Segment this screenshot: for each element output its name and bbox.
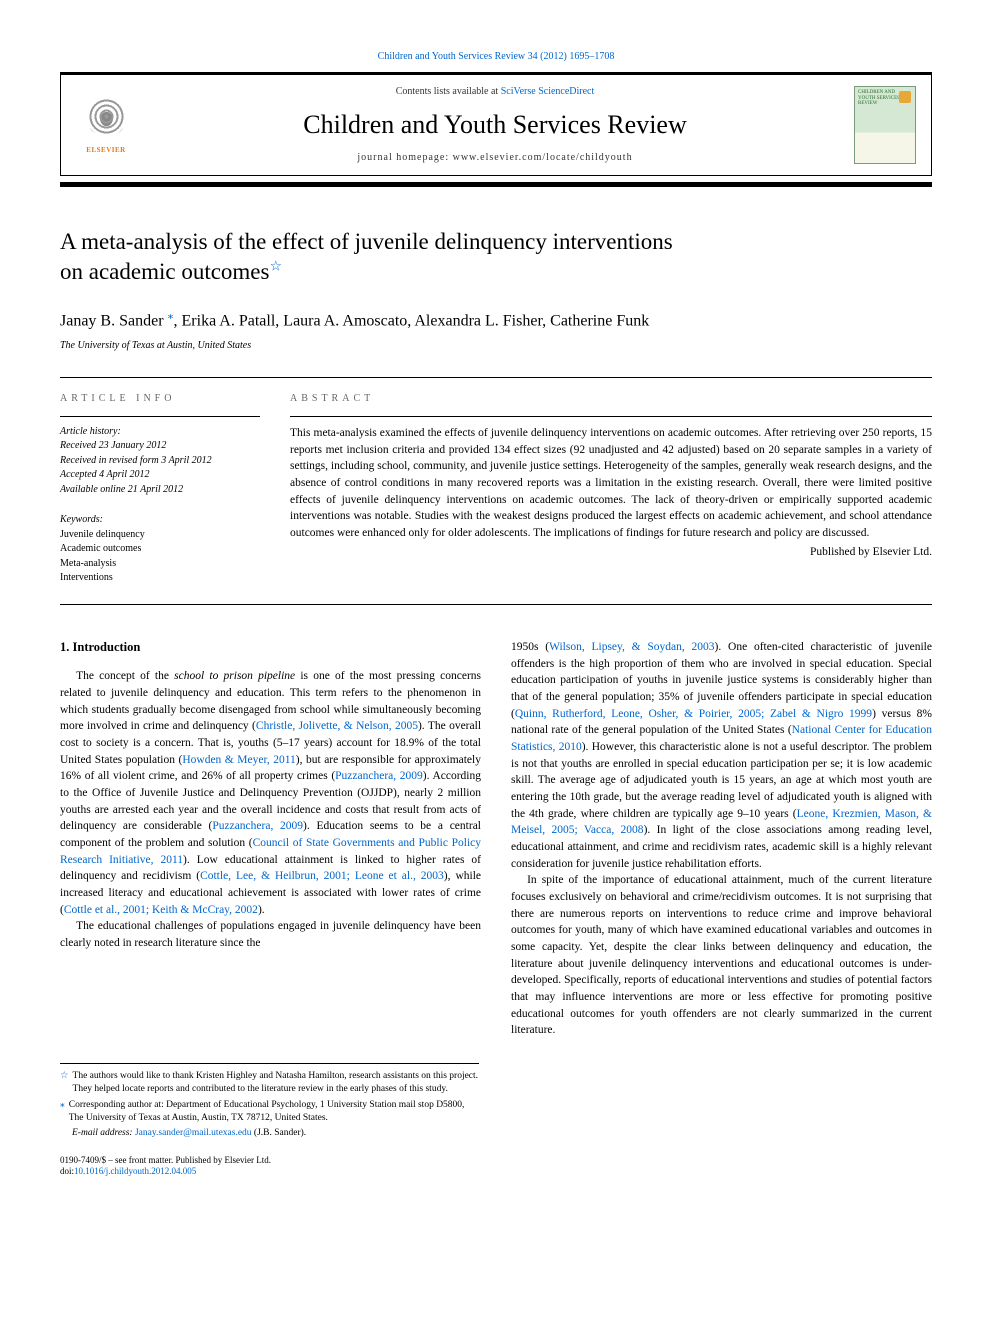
keywords-header: Keywords: <box>60 513 260 528</box>
footnotes: ☆ The authors would like to thank Kriste… <box>60 1063 479 1178</box>
footnote-email: E-mail address: Janay.sander@mail.utexas… <box>60 1127 479 1140</box>
divider <box>60 604 932 605</box>
article-history: Article history: Received 23 January 201… <box>60 425 260 498</box>
history-accepted: Accepted 4 April 2012 <box>60 468 260 483</box>
keyword: Interventions <box>60 571 260 586</box>
keyword: Academic outcomes <box>60 542 260 557</box>
elsevier-label: ELSEVIER <box>86 146 125 156</box>
divider <box>290 416 932 417</box>
footnote-text: The authors would like to thank Kristen … <box>73 1070 479 1097</box>
body-columns: 1. Introduction The concept of the schoo… <box>60 639 932 1039</box>
history-header: Article history: <box>60 425 260 440</box>
citation-link[interactable]: Wilson, Lipsey, & Soydan, 2003 <box>549 641 714 653</box>
info-abstract-row: article info Article history: Received 2… <box>60 378 932 586</box>
article-title: A meta-analysis of the effect of juvenil… <box>60 227 932 287</box>
citation-link[interactable]: Cottle, Lee, & Heilbrun, 2001; Leone et … <box>200 870 444 882</box>
keyword: Juvenile delinquency <box>60 528 260 543</box>
text: The concept of the <box>76 670 174 682</box>
body-paragraph: The educational challenges of population… <box>60 918 481 951</box>
email-label: E-mail address: <box>72 1128 135 1138</box>
text: 1950s ( <box>511 641 549 653</box>
citation-link[interactable]: Puzzanchera, 2009 <box>335 770 423 782</box>
footnote: ⁎ Corresponding author at: Department of… <box>60 1099 479 1126</box>
citation-link[interactable]: Christle, Jolivette, & Nelson, 2005 <box>256 720 418 732</box>
body-paragraph: The concept of the school to prison pipe… <box>60 668 481 918</box>
text: ). <box>258 904 265 916</box>
journal-title: Children and Youth Services Review <box>151 107 839 143</box>
citation-link[interactable]: Howden & Meyer, 2011 <box>182 754 295 766</box>
title-footnote-star[interactable]: ☆ <box>269 260 282 275</box>
homepage-prefix: journal homepage: <box>357 152 452 163</box>
doi-link[interactable]: 10.1016/j.childyouth.2012.04.005 <box>74 1166 196 1176</box>
author-primary: Janay B. Sander <box>60 313 168 330</box>
doi-line: doi:10.1016/j.childyouth.2012.04.005 <box>60 1166 479 1178</box>
body-column-right: 1950s (Wilson, Lipsey, & Soydan, 2003). … <box>511 639 932 1039</box>
cover-text: CHILDREN AND YOUTH SERVICES REVIEW <box>858 90 900 106</box>
footnote-mark-corresponding: ⁎ <box>60 1099 65 1126</box>
footnote-mark-star: ☆ <box>60 1070 69 1097</box>
body-paragraph: 1950s (Wilson, Lipsey, & Soydan, 2003). … <box>511 639 932 872</box>
citation-link[interactable]: Cottle et al., 2001; Keith & McCray, 200… <box>64 904 258 916</box>
header-center: Contents lists available at SciVerse Sci… <box>151 85 839 165</box>
body-column-left: 1. Introduction The concept of the schoo… <box>60 639 481 1039</box>
title-line-1: A meta-analysis of the effect of juvenil… <box>60 229 673 254</box>
article-info-column: article info Article history: Received 2… <box>60 378 260 586</box>
sciencedirect-link[interactable]: SciVerse ScienceDirect <box>501 86 595 97</box>
italic-term: school to prison pipeline <box>174 670 295 682</box>
section-heading-introduction: 1. Introduction <box>60 639 481 657</box>
email-tail: (J.B. Sander). <box>252 1128 307 1138</box>
title-line-2: on academic outcomes <box>60 259 269 284</box>
elsevier-logo: ELSEVIER <box>76 90 136 160</box>
authors-rest: , Erika A. Patall, Laura A. Amoscato, Al… <box>174 313 650 330</box>
body-paragraph: In spite of the importance of educationa… <box>511 872 932 1039</box>
keywords: Keywords: Juvenile delinquency Academic … <box>60 513 260 586</box>
article-info-label: article info <box>60 392 260 406</box>
abstract-text: This meta-analysis examined the effects … <box>290 425 932 542</box>
divider <box>60 416 260 417</box>
doi-label: doi: <box>60 1166 74 1176</box>
abstract-label: abstract <box>290 392 932 406</box>
contents-prefix: Contents lists available at <box>396 86 501 97</box>
homepage-url[interactable]: www.elsevier.com/locate/childyouth <box>453 152 633 163</box>
email-link[interactable]: Janay.sander@mail.utexas.edu <box>135 1128 252 1138</box>
contents-line: Contents lists available at SciVerse Sci… <box>151 85 839 99</box>
keyword: Meta-analysis <box>60 557 260 572</box>
abstract-column: abstract This meta-analysis examined the… <box>290 378 932 586</box>
history-online: Available online 21 April 2012 <box>60 483 260 498</box>
header-divider-bar <box>60 182 932 187</box>
publisher-line: Published by Elsevier Ltd. <box>290 544 932 560</box>
affiliation: The University of Texas at Austin, Unite… <box>60 339 932 353</box>
citation-link[interactable]: Quinn, Rutherford, Leone, Osher, & Poiri… <box>515 708 872 720</box>
elsevier-tree-icon <box>84 94 129 144</box>
page: Children and Youth Services Review 34 (2… <box>0 0 992 1218</box>
footnote-text: Corresponding author at: Department of E… <box>69 1099 479 1126</box>
journal-header: ELSEVIER Contents lists available at Sci… <box>60 72 932 176</box>
citation-link[interactable]: Puzzanchera, 2009 <box>212 820 303 832</box>
journal-reference-link[interactable]: Children and Youth Services Review 34 (2… <box>60 50 932 64</box>
history-revised: Received in revised form 3 April 2012 <box>60 454 260 469</box>
authors: Janay B. Sander ⁎, Erika A. Patall, Laur… <box>60 307 932 333</box>
history-received: Received 23 January 2012 <box>60 439 260 454</box>
copyright-block: 0190-7409/$ – see front matter. Publishe… <box>60 1155 479 1178</box>
footnote: ☆ The authors would like to thank Kriste… <box>60 1070 479 1097</box>
homepage-line: journal homepage: www.elsevier.com/locat… <box>151 151 839 165</box>
journal-cover-thumbnail: CHILDREN AND YOUTH SERVICES REVIEW <box>854 86 916 164</box>
copyright-line: 0190-7409/$ – see front matter. Publishe… <box>60 1155 479 1167</box>
